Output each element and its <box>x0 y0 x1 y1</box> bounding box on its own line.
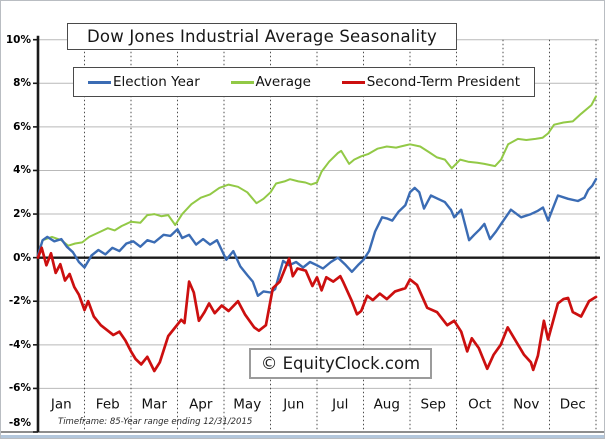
timeframe-note: Timeframe: 85-Year range ending 12/31/20… <box>58 417 253 427</box>
series-line-second-term-president <box>36 246 598 373</box>
y-tick-label: -8% <box>8 416 31 429</box>
y-tick-label: 8% <box>13 77 31 90</box>
chart-title-box: Dow Jones Industrial Average Seasonality <box>67 23 457 50</box>
legend-item: Average <box>230 74 311 90</box>
y-tick-label: 6% <box>13 120 31 133</box>
y-tick-label: -2% <box>8 295 31 308</box>
y-tick-label: 10% <box>5 33 31 46</box>
bottom-border-strip <box>1 435 604 438</box>
legend-item: Election Year <box>88 74 200 90</box>
watermark-text: © EquityClock.com <box>260 354 421 373</box>
y-tick-label: 4% <box>13 164 31 177</box>
legend-swatch-icon <box>341 80 365 84</box>
legend-item: Second-Term President <box>341 74 520 90</box>
series-line-average <box>37 95 597 257</box>
legend-swatch-icon <box>230 80 254 84</box>
legend: Election Year Average Second-Term Presiden… <box>73 67 535 97</box>
chart-title: Dow Jones Industrial Average Seasonality <box>87 27 437 46</box>
y-tick-label: -4% <box>8 338 31 351</box>
y-tick-label: -6% <box>8 382 31 395</box>
legend-swatch-icon <box>88 80 111 84</box>
legend-label: Election Year <box>113 74 200 90</box>
y-tick-label: 2% <box>13 208 31 221</box>
y-axis-labels: 10% 8% 6% 4% 2% 0% -2% -4% -6% -8% <box>1 1 33 438</box>
legend-label: Second-Term President <box>366 74 520 90</box>
y-tick-label: 0% <box>13 251 31 264</box>
watermark-box: © EquityClock.com <box>249 348 432 379</box>
legend-label: Average <box>255 74 311 90</box>
series-line-election-year <box>36 177 598 297</box>
